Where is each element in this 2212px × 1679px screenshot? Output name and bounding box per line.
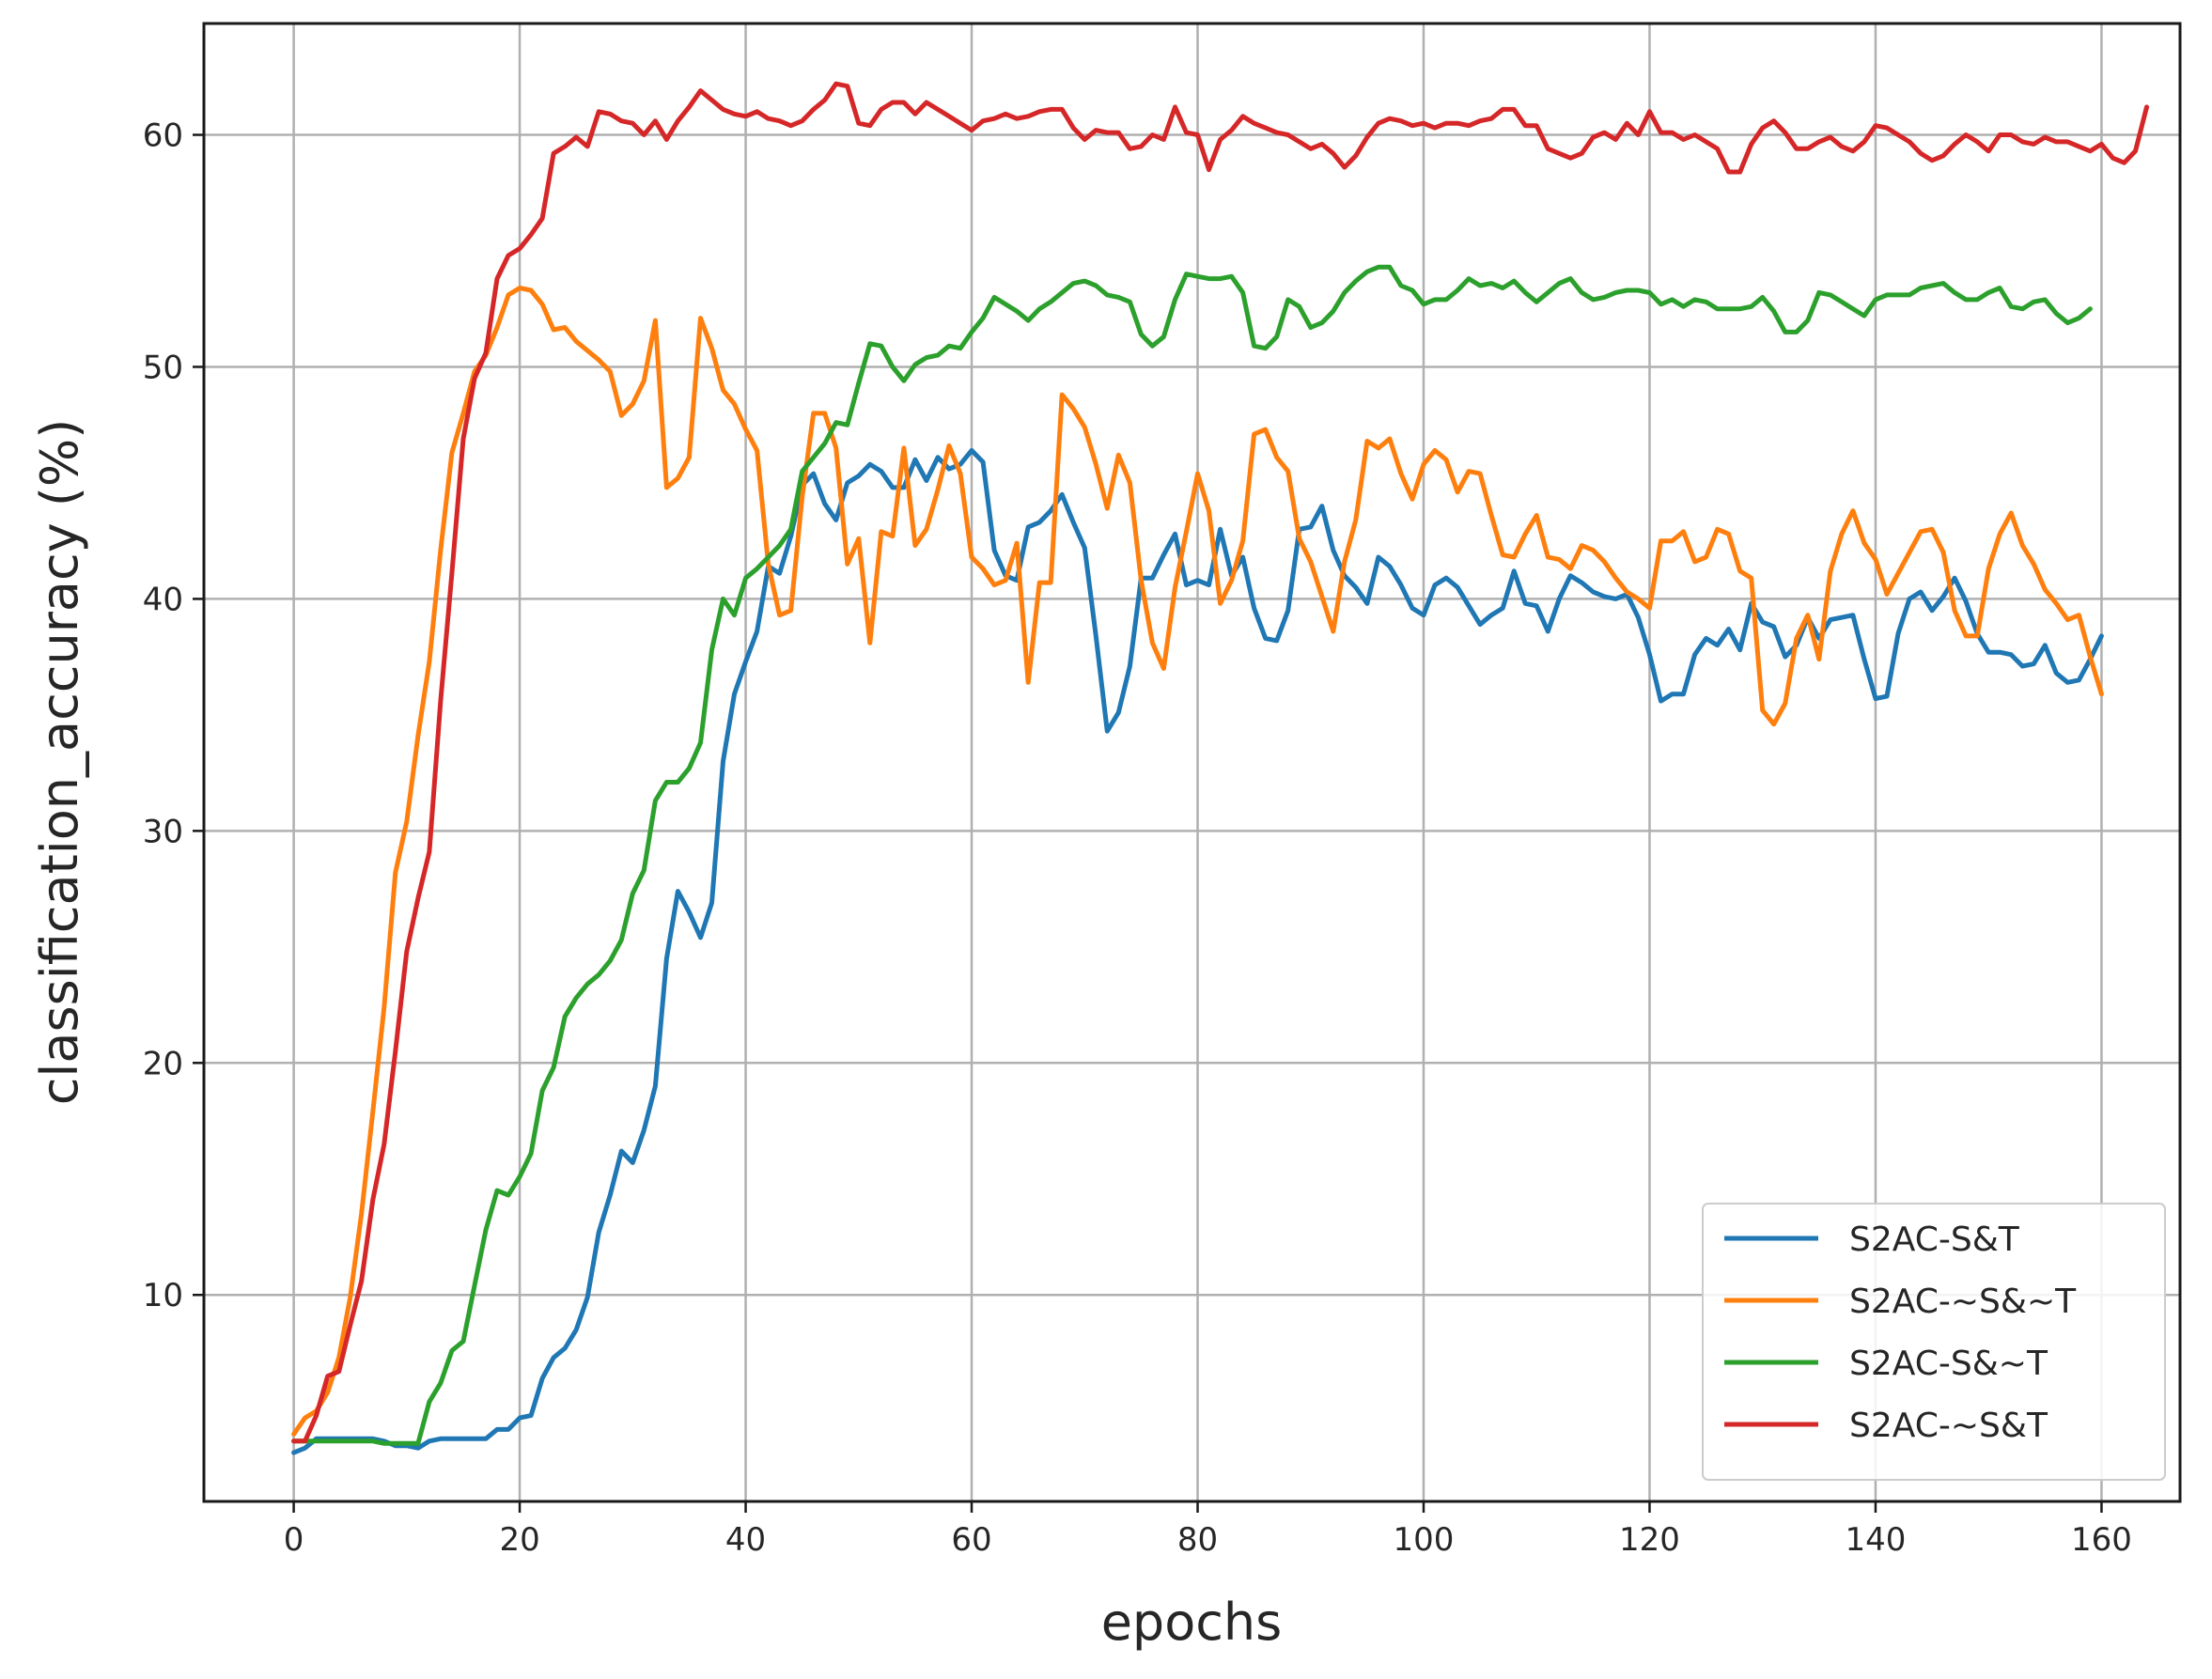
series-line-1 — [291, 447, 2104, 1455]
series-line-4 — [291, 81, 2149, 1444]
x-tick-label: 140 — [1845, 1521, 1906, 1559]
x-ticks: 0 20 40 60 80 100 120 140 160 — [284, 1501, 2132, 1559]
legend-label: S2AC-S&~T — [1849, 1345, 2048, 1383]
y-ticks: 10 20 30 40 50 60 — [143, 117, 204, 1314]
x-tick-label: 60 — [951, 1521, 991, 1559]
legend: S2AC-S&T S2AC-~S&~T S2AC-S&~T S2AC-~S&T — [1702, 1203, 2166, 1481]
y-tick-label: 20 — [143, 1045, 183, 1082]
series-lines — [291, 81, 2149, 1455]
y-tick-label: 30 — [143, 813, 183, 850]
y-axis-label: classification_accuracy (%) — [30, 419, 89, 1106]
y-tick-label: 40 — [143, 581, 183, 618]
legend-label: S2AC-~S&~T — [1849, 1283, 2077, 1321]
y-tick-label: 10 — [143, 1277, 183, 1314]
plot-frame — [202, 22, 2182, 1503]
x-tick-label: 0 — [284, 1521, 304, 1559]
legend-label: S2AC-S&T — [1849, 1220, 2020, 1259]
x-tick-label: 20 — [499, 1521, 539, 1559]
legend-box — [1702, 1203, 2166, 1481]
x-tick-label: 80 — [1177, 1521, 1218, 1559]
x-axis-label: epochs — [1101, 1593, 1283, 1652]
y-tick-label: 50 — [143, 349, 183, 386]
grid-lines — [204, 23, 2180, 1501]
series-line-2 — [291, 286, 2104, 1437]
series-line-3 — [291, 264, 2093, 1446]
legend-label: S2AC-~S&T — [1849, 1407, 2048, 1445]
x-tick-label: 120 — [1619, 1521, 1680, 1559]
x-tick-label: 100 — [1394, 1521, 1455, 1559]
y-tick-label: 60 — [143, 117, 183, 155]
x-tick-label: 160 — [2071, 1521, 2132, 1559]
x-tick-label: 40 — [725, 1521, 766, 1559]
